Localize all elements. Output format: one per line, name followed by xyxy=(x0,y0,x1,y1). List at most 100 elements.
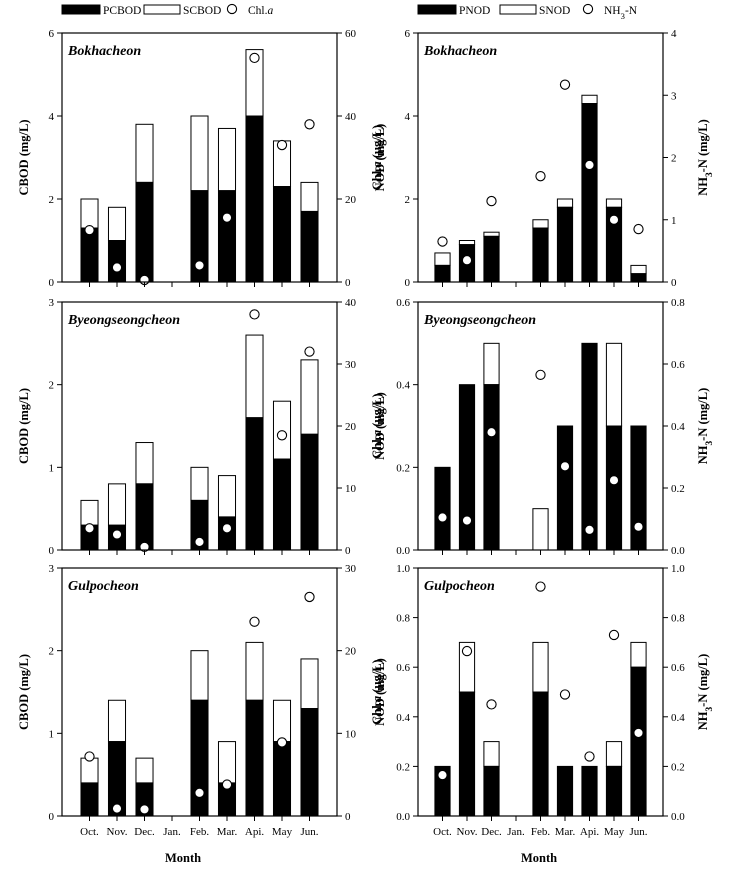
data-point xyxy=(437,769,448,781)
y2-tick-label: 0.6 xyxy=(671,662,685,674)
y-tick-label: 0.6 xyxy=(396,297,410,309)
y-tick-label: 1 xyxy=(49,728,55,740)
legend-swatch-white xyxy=(143,4,181,15)
data-point xyxy=(608,214,620,225)
bar-scbod xyxy=(107,483,127,526)
chart-panel: 0.0 0.2 0.4 0.6 0.0 0.2 0.4 0.6 0.8 Byeongseongch… xyxy=(373,297,715,557)
x-tick-label: Jun. xyxy=(629,826,647,838)
x-tick-label: Mar. xyxy=(217,826,238,838)
y2-tick-label: 0 xyxy=(345,811,351,823)
bar-snod xyxy=(556,198,574,208)
bar-pcbod xyxy=(135,483,154,551)
bar-scbod xyxy=(245,641,264,701)
bar-pcbod xyxy=(217,516,237,551)
bar-pnod xyxy=(581,103,598,283)
x-tick-label: May xyxy=(272,826,293,838)
data-point xyxy=(461,645,473,657)
bar-scbod xyxy=(300,181,319,212)
panel-title: Bokhacheon xyxy=(423,44,497,59)
y2-tick-label: 0 xyxy=(671,277,677,289)
bar-scbod xyxy=(135,442,154,485)
bar-scbod xyxy=(272,400,292,460)
bar-pnod xyxy=(434,466,451,551)
x-tick-label: Mar. xyxy=(555,826,576,838)
data-point xyxy=(84,523,95,534)
x-tick-label: Oct. xyxy=(433,826,452,838)
x-tick-label: Api. xyxy=(580,826,600,838)
bar-scbod xyxy=(107,699,127,743)
bar-snod xyxy=(483,342,500,386)
y-tick-label: 0.2 xyxy=(396,462,410,474)
data-point xyxy=(437,236,448,247)
data-point xyxy=(111,529,123,540)
y2-tick-label: 0.0 xyxy=(671,545,685,557)
y-tick-label: 0.0 xyxy=(396,811,410,823)
bar-scbod xyxy=(80,499,99,526)
data-point xyxy=(486,427,497,438)
y2-tick-label: 0.4 xyxy=(671,421,685,433)
data-point xyxy=(461,255,473,266)
bar-pcbod xyxy=(245,699,264,817)
y2-tick-label: 0.8 xyxy=(671,297,685,309)
x-tick-label: Jan. xyxy=(163,826,181,838)
y2-tick-label: 30 xyxy=(345,563,357,575)
x-tick-label: Jan. xyxy=(507,826,525,838)
data-point xyxy=(633,727,644,739)
data-point xyxy=(584,524,595,535)
bar-pcbod xyxy=(272,186,292,283)
legend-label: PCBOD xyxy=(103,5,141,17)
y2-tick-label: 0.2 xyxy=(671,761,685,773)
data-point xyxy=(84,224,95,236)
chart-panel: 0 2 4 6 0 1 2 3 4 Bokhacheon NOD (mg/L) NH3-N (mg/L… xyxy=(373,28,715,289)
y2-tick-label: 40 xyxy=(345,111,357,123)
data-point xyxy=(249,616,260,627)
data-point xyxy=(249,52,260,64)
bar-pcbod xyxy=(190,699,209,817)
y-tick-label: 2 xyxy=(405,194,411,206)
bar-pnod xyxy=(483,384,500,551)
bar-pcbod xyxy=(272,458,292,551)
y2-tick-label: 0.4 xyxy=(671,712,685,724)
bar-pnod xyxy=(532,227,549,283)
x-tick-label: Feb. xyxy=(190,826,210,838)
y2-axis-label: Chl.a (μg/L) xyxy=(370,659,384,724)
bar-pnod xyxy=(630,273,647,283)
data-point xyxy=(461,515,473,526)
y-tick-label: 0.8 xyxy=(396,613,410,625)
y-tick-label: 0.4 xyxy=(396,712,410,724)
y2-tick-label: 0.6 xyxy=(671,359,685,371)
data-point xyxy=(584,751,595,762)
data-point xyxy=(486,699,497,710)
bar-scbod xyxy=(80,198,99,229)
bar-pnod xyxy=(630,666,647,817)
y2-tick-label: 20 xyxy=(345,194,357,206)
bar-pcbod xyxy=(217,190,237,283)
bar-pnod xyxy=(458,691,476,817)
bar-pnod xyxy=(556,206,574,283)
y2-tick-label: 0 xyxy=(345,277,351,289)
bar-snod xyxy=(458,240,476,246)
x-tick-label: Dec. xyxy=(481,826,502,838)
x-tick-label: Oct. xyxy=(80,826,99,838)
legend-circle-icon xyxy=(226,3,238,15)
y-tick-label: 0.6 xyxy=(396,662,410,674)
y-axis-label: CBOD (mg/L) xyxy=(17,654,31,730)
data-point xyxy=(194,536,205,548)
bar-pcbod xyxy=(300,708,319,817)
legend-swatch-white xyxy=(499,4,537,15)
bar-scbod xyxy=(135,757,154,784)
y-tick-label: 0 xyxy=(49,811,55,823)
x-tick-label: Nov. xyxy=(107,826,128,838)
bar-scbod xyxy=(190,466,209,501)
legend-label: SNOD xyxy=(539,5,570,17)
bar-scbod xyxy=(300,658,319,710)
bar-snod xyxy=(605,342,623,427)
legend-label: Chl.a xyxy=(248,5,274,17)
bar-pnod xyxy=(483,765,500,817)
bar-scbod xyxy=(272,699,292,743)
y-tick-label: 0 xyxy=(49,277,55,289)
y-tick-label: 0 xyxy=(405,277,411,289)
panel-title: Gulpocheon xyxy=(68,579,139,594)
y2-tick-label: 0.8 xyxy=(671,613,685,625)
